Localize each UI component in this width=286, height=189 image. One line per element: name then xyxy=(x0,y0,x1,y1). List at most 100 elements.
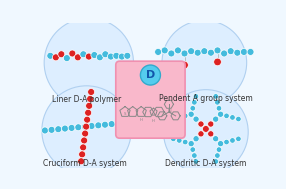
Circle shape xyxy=(216,105,222,111)
Circle shape xyxy=(174,47,181,54)
Circle shape xyxy=(194,49,201,56)
Circle shape xyxy=(230,115,235,120)
Circle shape xyxy=(181,61,188,69)
Circle shape xyxy=(170,136,176,142)
Circle shape xyxy=(82,130,89,137)
Circle shape xyxy=(188,48,194,55)
Circle shape xyxy=(193,94,199,99)
Circle shape xyxy=(193,136,199,142)
Circle shape xyxy=(193,116,199,122)
Circle shape xyxy=(84,116,91,123)
Circle shape xyxy=(58,51,65,58)
Circle shape xyxy=(188,111,194,117)
Circle shape xyxy=(214,153,220,158)
Circle shape xyxy=(95,122,102,129)
Circle shape xyxy=(102,121,108,128)
Circle shape xyxy=(74,54,81,61)
Circle shape xyxy=(91,52,98,58)
Circle shape xyxy=(81,137,88,144)
Circle shape xyxy=(230,138,235,143)
Circle shape xyxy=(63,55,70,62)
Circle shape xyxy=(181,50,188,57)
Text: Liner D-A polymer: Liner D-A polymer xyxy=(52,95,121,104)
Circle shape xyxy=(190,105,196,111)
Circle shape xyxy=(41,127,48,134)
Circle shape xyxy=(102,51,109,58)
Circle shape xyxy=(236,116,241,122)
Circle shape xyxy=(212,136,219,142)
Circle shape xyxy=(48,126,55,133)
Circle shape xyxy=(217,111,224,117)
Circle shape xyxy=(188,141,194,147)
Circle shape xyxy=(80,144,87,151)
Circle shape xyxy=(213,159,219,164)
Circle shape xyxy=(107,53,114,60)
Circle shape xyxy=(224,139,229,145)
Circle shape xyxy=(227,48,234,55)
Circle shape xyxy=(198,121,204,127)
Text: N: N xyxy=(167,109,171,114)
Circle shape xyxy=(198,131,204,137)
Circle shape xyxy=(207,49,214,56)
Text: H: H xyxy=(140,118,143,122)
Circle shape xyxy=(155,48,162,55)
Text: Cruciform D-A system: Cruciform D-A system xyxy=(43,159,127,168)
Text: Pendent A group system: Pendent A group system xyxy=(159,94,253,103)
Circle shape xyxy=(192,100,197,105)
Circle shape xyxy=(68,124,75,131)
Circle shape xyxy=(52,54,59,61)
Circle shape xyxy=(124,52,131,59)
Circle shape xyxy=(140,65,160,85)
Circle shape xyxy=(224,113,229,119)
Circle shape xyxy=(78,158,85,165)
Circle shape xyxy=(85,53,92,60)
Circle shape xyxy=(212,116,219,122)
Circle shape xyxy=(162,20,247,105)
Circle shape xyxy=(113,52,120,59)
Circle shape xyxy=(122,119,128,126)
Circle shape xyxy=(236,136,241,142)
Circle shape xyxy=(214,100,220,105)
Circle shape xyxy=(170,116,176,122)
Circle shape xyxy=(208,131,214,137)
Circle shape xyxy=(80,51,87,58)
Circle shape xyxy=(61,125,68,132)
Circle shape xyxy=(88,122,95,129)
Circle shape xyxy=(216,147,222,152)
Circle shape xyxy=(213,94,219,99)
Circle shape xyxy=(221,50,228,57)
Circle shape xyxy=(234,49,241,56)
Circle shape xyxy=(42,86,131,175)
Circle shape xyxy=(44,18,134,107)
Circle shape xyxy=(182,113,188,119)
Circle shape xyxy=(161,47,168,54)
Circle shape xyxy=(176,138,182,143)
FancyBboxPatch shape xyxy=(116,61,185,138)
Circle shape xyxy=(86,102,93,109)
Circle shape xyxy=(87,95,94,102)
Circle shape xyxy=(192,153,197,158)
Circle shape xyxy=(168,50,175,57)
Circle shape xyxy=(190,147,196,152)
Circle shape xyxy=(96,54,103,61)
Circle shape xyxy=(108,121,115,128)
Circle shape xyxy=(85,109,92,116)
Circle shape xyxy=(176,115,182,120)
Circle shape xyxy=(202,125,209,132)
Circle shape xyxy=(241,48,247,55)
Circle shape xyxy=(69,50,76,57)
Circle shape xyxy=(75,124,82,131)
Circle shape xyxy=(247,48,254,55)
Circle shape xyxy=(79,151,86,158)
Circle shape xyxy=(82,123,88,130)
Circle shape xyxy=(193,159,199,164)
Circle shape xyxy=(47,52,54,59)
Text: Dendritic D-A system: Dendritic D-A system xyxy=(165,159,247,168)
Text: S: S xyxy=(124,112,126,115)
Circle shape xyxy=(217,141,224,147)
Circle shape xyxy=(208,121,214,127)
Circle shape xyxy=(214,58,221,66)
Circle shape xyxy=(214,47,221,54)
Text: D: D xyxy=(146,70,155,81)
Circle shape xyxy=(164,90,248,174)
